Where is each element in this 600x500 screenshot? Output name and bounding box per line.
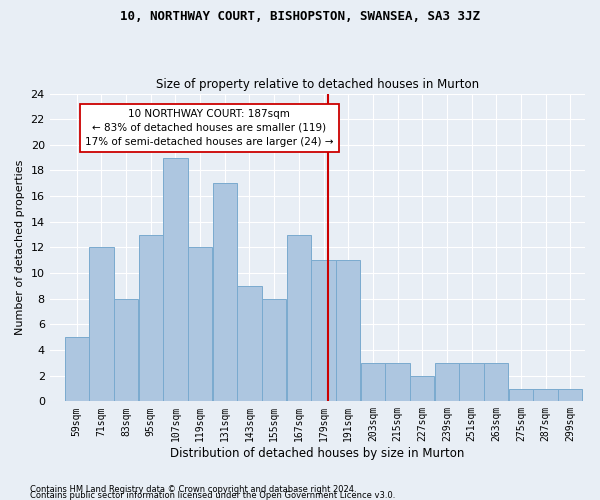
Bar <box>311 260 335 402</box>
Text: 10, NORTHWAY COURT, BISHOPSTON, SWANSEA, SA3 3JZ: 10, NORTHWAY COURT, BISHOPSTON, SWANSEA,… <box>120 10 480 23</box>
Bar <box>435 363 459 402</box>
Bar <box>65 337 89 402</box>
Bar <box>533 388 557 402</box>
Text: Contains public sector information licensed under the Open Government Licence v3: Contains public sector information licen… <box>30 490 395 500</box>
Title: Size of property relative to detached houses in Murton: Size of property relative to detached ho… <box>156 78 479 91</box>
Bar <box>238 286 262 402</box>
Bar <box>262 298 286 402</box>
Bar <box>213 184 237 402</box>
Bar <box>89 248 113 402</box>
Bar <box>484 363 508 402</box>
Bar <box>139 234 163 402</box>
Text: Contains HM Land Registry data © Crown copyright and database right 2024.: Contains HM Land Registry data © Crown c… <box>30 484 356 494</box>
Text: 10 NORTHWAY COURT: 187sqm
← 83% of detached houses are smaller (119)
17% of semi: 10 NORTHWAY COURT: 187sqm ← 83% of detac… <box>85 109 334 147</box>
Bar <box>336 260 360 402</box>
Bar <box>509 388 533 402</box>
Bar <box>114 298 138 402</box>
Bar <box>163 158 188 402</box>
Bar <box>188 248 212 402</box>
Y-axis label: Number of detached properties: Number of detached properties <box>15 160 25 335</box>
Bar <box>410 376 434 402</box>
Bar <box>361 363 385 402</box>
Bar <box>287 234 311 402</box>
Bar <box>385 363 410 402</box>
Bar <box>558 388 582 402</box>
Bar <box>460 363 484 402</box>
X-axis label: Distribution of detached houses by size in Murton: Distribution of detached houses by size … <box>170 447 464 460</box>
